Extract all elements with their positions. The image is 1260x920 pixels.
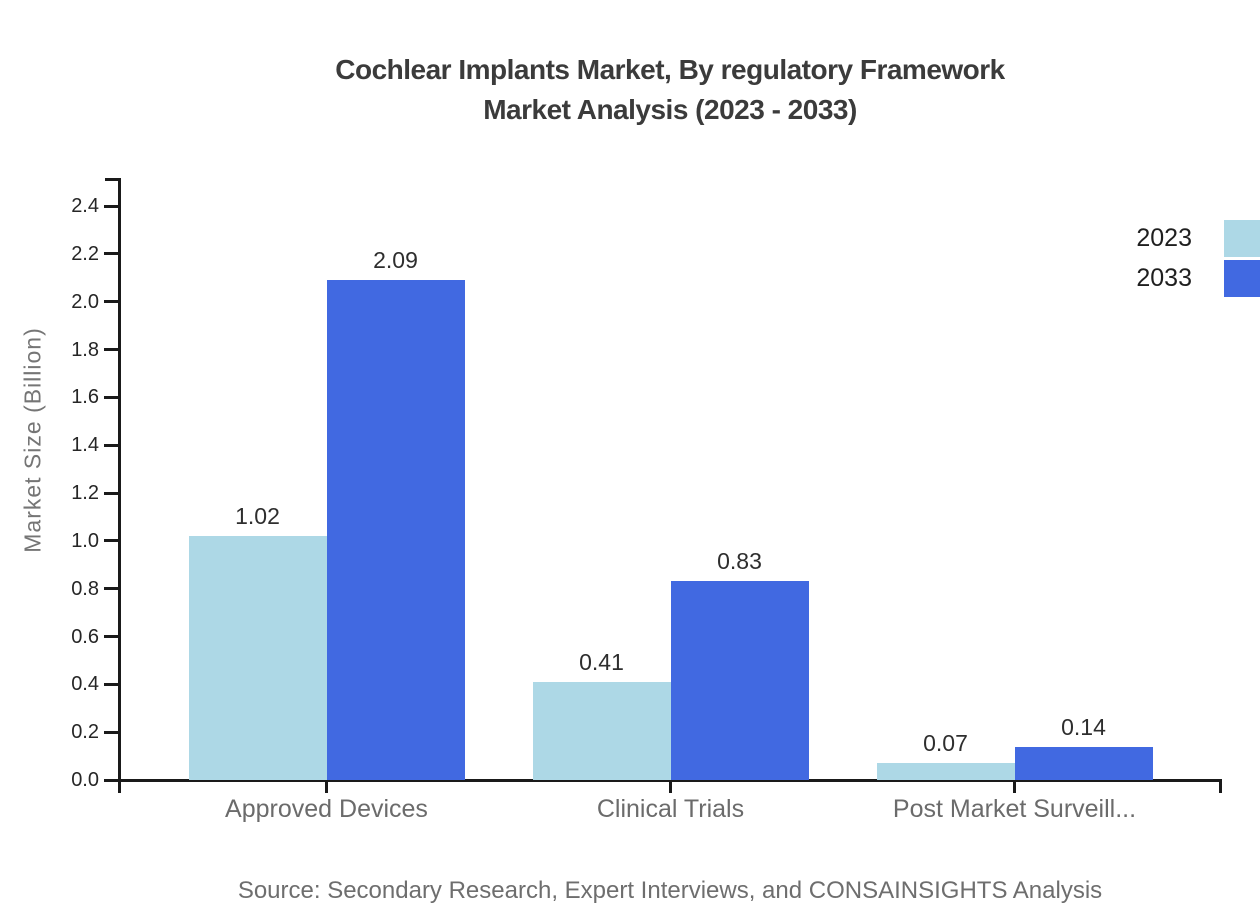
y-tick [104, 300, 118, 304]
y-tick-label: 0.2 [71, 721, 99, 744]
y-tick [104, 778, 118, 782]
source-note: Source: Secondary Research, Expert Inter… [237, 877, 1103, 904]
y-tick [104, 204, 118, 208]
bar-value-label: 2.09 [373, 247, 418, 274]
y-tick [104, 730, 118, 734]
bar-2033-cat1 [326, 280, 465, 780]
bar-2023-cat2 [532, 681, 671, 780]
y-tick [104, 587, 118, 591]
y-tick-label: 2.4 [71, 195, 99, 217]
x-corner-tick [118, 781, 121, 793]
y-tick-label: 1.4 [71, 434, 99, 457]
x-axis-end-tick [1219, 781, 1222, 793]
y-tick [104, 539, 118, 543]
bar-value-label: 1.02 [235, 503, 280, 530]
y-tick-label: 2.2 [71, 242, 99, 265]
y-tick [104, 635, 118, 638]
x-category-label: Approved Devices [225, 795, 428, 823]
bar-2033-cat2 [670, 581, 809, 780]
y-tick-label: 0.4 [71, 673, 99, 696]
y-tick-label: 2.0 [71, 290, 99, 313]
y-axis-top-cap [105, 178, 118, 181]
x-tick [325, 781, 328, 793]
y-tick-label: 0.0 [71, 769, 99, 791]
x-tick [669, 781, 672, 793]
bar-2023-cat1 [188, 536, 327, 780]
chart-title-line2: Market Analysis (2023 - 2033) [483, 94, 857, 125]
y-tick [104, 682, 118, 686]
bar-2033-cat3 [1014, 746, 1153, 780]
bar-value-label: 0.14 [1061, 713, 1106, 740]
y-tick-label: 1.6 [71, 386, 99, 409]
chart-title-line1: Cochlear Implants Market, By regulatory … [335, 54, 1005, 85]
bar-value-label: 0.07 [923, 730, 968, 757]
y-tick-label: 1.0 [71, 529, 99, 552]
y-axis-spine [118, 178, 121, 782]
bar-2023-cat3 [876, 763, 1015, 780]
y-tick-label: 1.8 [71, 338, 99, 361]
legend-label: 2033 [1136, 264, 1192, 292]
legend-row-2033: 2033 [0, 260, 1260, 297]
bar-value-label: 0.41 [579, 648, 624, 675]
y-tick [104, 395, 118, 399]
y-tick [104, 443, 118, 447]
legend-label: 2023 [1136, 224, 1192, 252]
legend-swatch-2033 [1224, 260, 1260, 297]
x-axis-spine [116, 778, 1222, 782]
y-tick [104, 348, 118, 351]
y-tick [104, 491, 118, 495]
y-tick-label: 0.6 [71, 625, 99, 648]
y-tick-label: 0.8 [71, 577, 99, 600]
chart-title: Cochlear Implants Market, By regulatory … [90, 50, 1250, 130]
y-tick [104, 252, 118, 256]
legend-swatch-2023 [1224, 220, 1260, 257]
x-category-label: Clinical Trials [596, 795, 745, 823]
x-tick [1013, 781, 1016, 793]
y-tick-label: 1.2 [71, 482, 99, 504]
bar-value-label: 0.83 [717, 548, 762, 575]
legend-row-2023: 2023 [0, 220, 1260, 257]
x-category-label: Post Market Surveill... [892, 795, 1137, 823]
